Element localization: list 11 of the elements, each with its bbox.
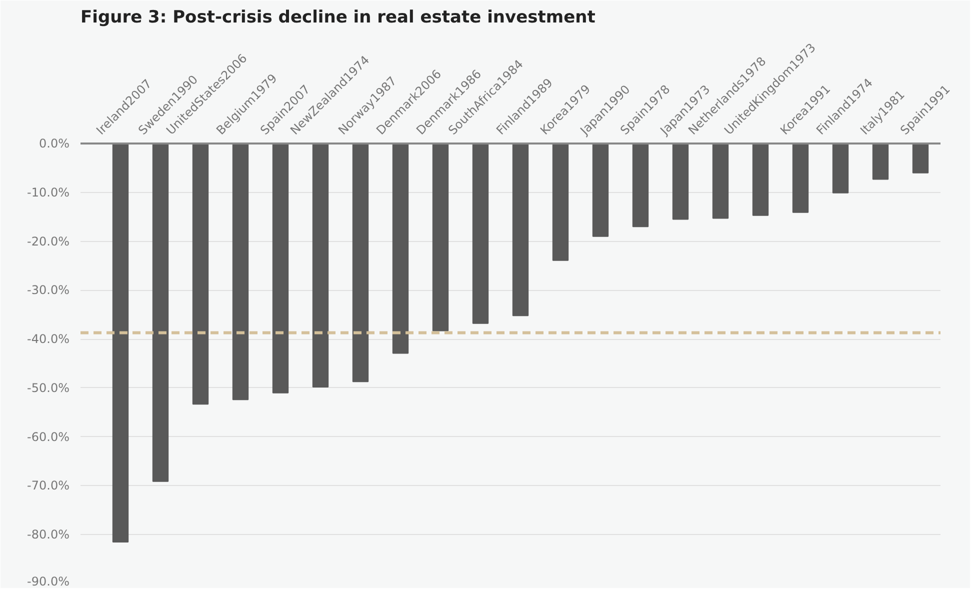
y-tick-label: 0.0%: [39, 136, 70, 150]
y-tick-label: -80.0%: [27, 528, 70, 542]
y-tick-label: -50.0%: [27, 380, 70, 395]
y-tick-label: -20.0%: [27, 234, 70, 248]
y-tick-label: -10.0%: [27, 185, 70, 200]
chart-title: Figure 3: Post-crisis decline in real estate investment: [80, 8, 596, 28]
y-tick-label: -30.0%: [27, 283, 70, 298]
y-tick-label: -70.0%: [27, 478, 70, 493]
y-tick-label: -90.0%: [27, 574, 70, 588]
y-tick-label: -60.0%: [27, 430, 70, 444]
y-tick-label: -40.0%: [27, 332, 70, 346]
